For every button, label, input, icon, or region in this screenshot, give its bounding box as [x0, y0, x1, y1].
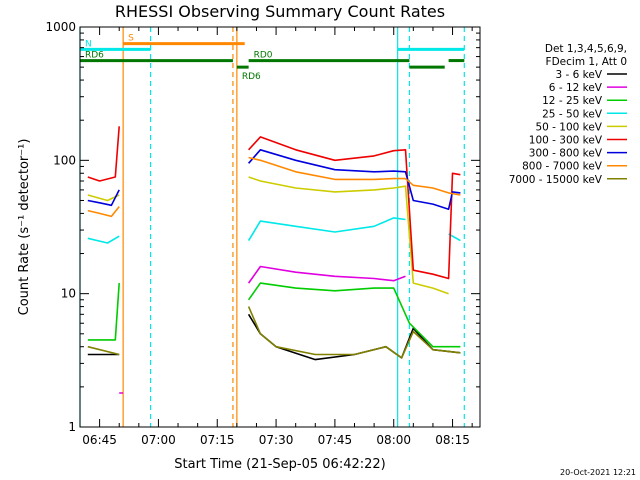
legend-label-8: 7000 - 15000 keV — [509, 174, 603, 186]
legend-header-1: FDecim 1, Att 0 — [546, 56, 627, 68]
legend-label-7: 800 - 7000 keV — [522, 161, 603, 173]
x-axis-label: Start Time (21-Sep-05 06:42:22) — [174, 457, 385, 472]
series-line-6 — [87, 149, 461, 210]
y-tick-label-0: 1 — [68, 420, 76, 434]
y-axis-label: Count Rate (s⁻¹ detector⁻¹) — [17, 139, 32, 316]
legend-label-4: 50 - 100 keV — [535, 121, 602, 133]
series-line-7 — [87, 156, 461, 218]
legend-label-6: 300 - 800 keV — [529, 148, 603, 160]
x-tick-label-6: 08:15 — [435, 433, 470, 447]
series-line-2 — [87, 282, 461, 348]
vlines — [79, 27, 465, 427]
markers: S N RD6 RD6 RD0 — [80, 34, 465, 82]
legend-label-5: 100 - 300 keV — [529, 135, 603, 147]
x-tick-label-4: 07:45 — [318, 433, 353, 447]
series-line-1 — [119, 265, 406, 394]
series-line-5 — [87, 126, 461, 280]
legend-label-2: 12 - 25 keV — [542, 95, 603, 107]
series-line-3 — [87, 217, 461, 244]
series-line-8 — [87, 306, 461, 359]
y-tick-label-3: 1000 — [45, 20, 76, 34]
legend-label-0: 3 - 6 keV — [555, 69, 602, 81]
legend-label-1: 6 - 12 keV — [549, 82, 603, 94]
marker-label-0: S — [128, 34, 134, 44]
plot-frame — [79, 26, 481, 428]
x-tick-label-2: 07:15 — [200, 433, 235, 447]
legend-header-0: Det 1,3,4,5,6,9, — [545, 43, 627, 55]
x-tick-label-0: 06:45 — [82, 433, 117, 447]
marker-label-4: RD6 — [242, 72, 261, 82]
legend: Det 1,3,4,5,6,9,FDecim 1, Att 03 - 6 keV… — [509, 43, 627, 186]
axes: 1 10 100 1000 06:45 07:00 07:15 07:30 07:45 08:00… — [45, 20, 480, 447]
footer-timestamp: 20-Oct-2021 12:21 — [560, 468, 636, 477]
x-tick-label-5: 08:00 — [376, 433, 411, 447]
marker-label-5: RD0 — [254, 51, 273, 61]
marker-label-3: RD6 — [85, 51, 104, 61]
y-tick-label-2: 100 — [53, 153, 76, 167]
series — [87, 126, 461, 394]
y-tick-label-1: 10 — [61, 287, 76, 301]
marker-label-1: N — [85, 39, 92, 49]
series-line-4 — [87, 176, 449, 295]
x-tick-label-1: 07:00 — [141, 433, 176, 447]
chart-title: RHESSI Observing Summary Count Rates — [115, 2, 445, 21]
legend-label-3: 25 - 50 keV — [542, 108, 603, 120]
x-tick-label-3: 07:30 — [259, 433, 294, 447]
